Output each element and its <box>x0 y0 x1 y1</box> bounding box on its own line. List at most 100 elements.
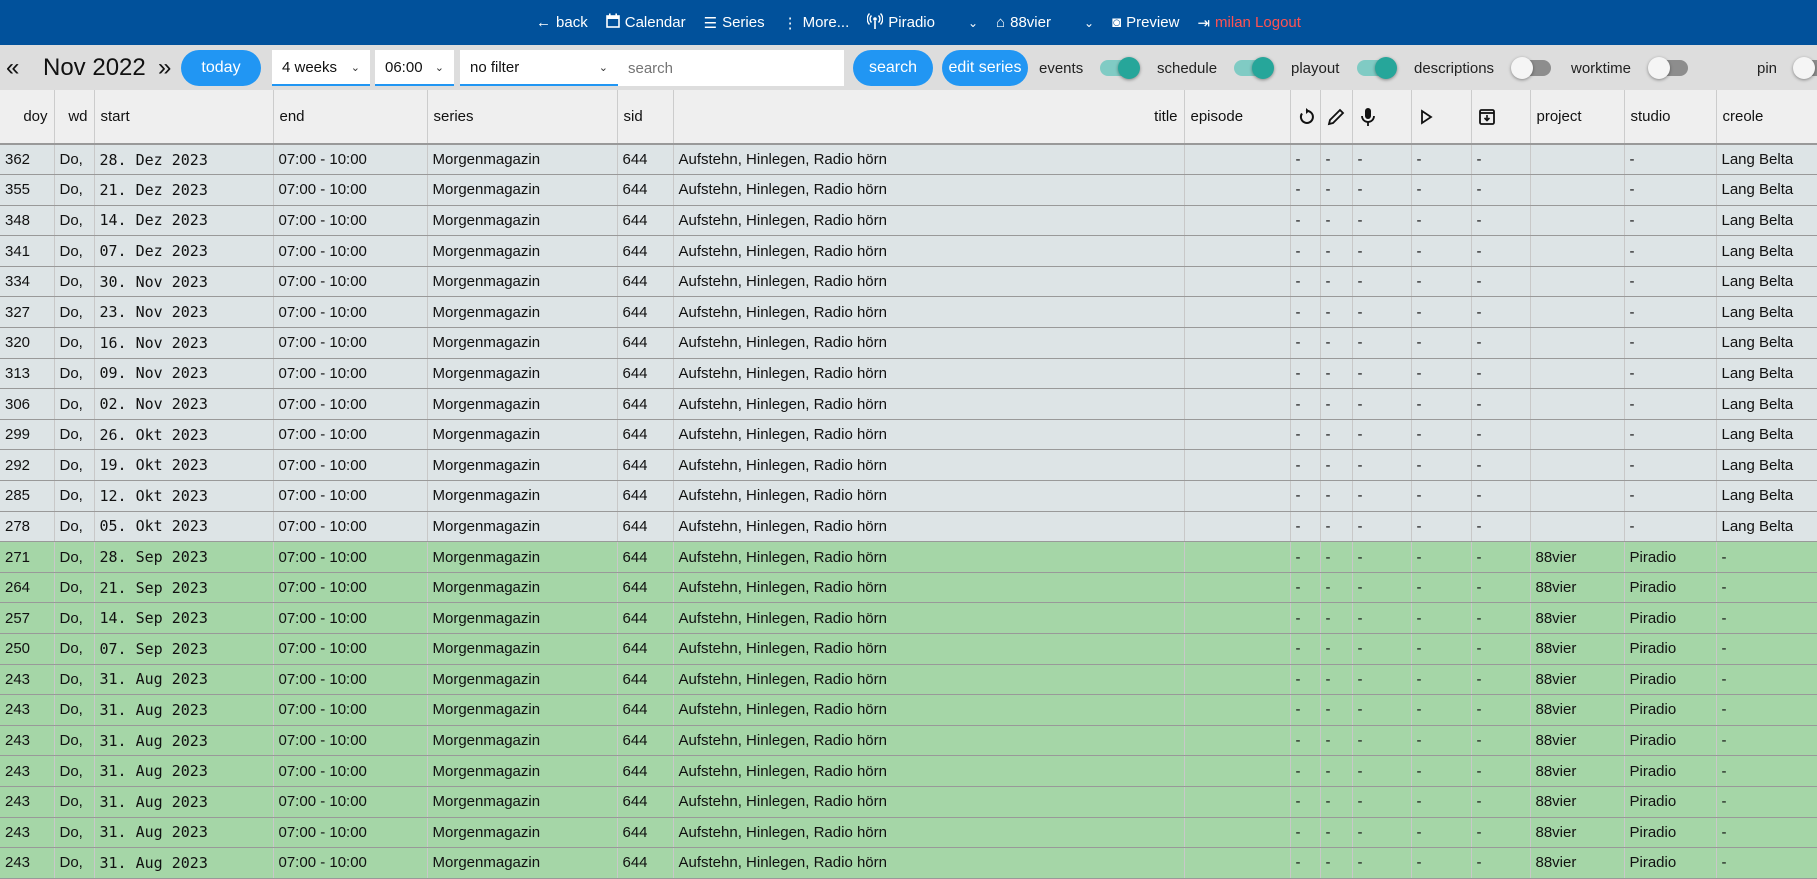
col-doy[interactable]: doy <box>0 90 55 145</box>
col-recording[interactable] <box>1352 90 1412 145</box>
cell-end: 07:00 - 10:00 <box>273 511 428 543</box>
more-menu[interactable]: ⋮ More... <box>782 14 850 32</box>
cell-series: Morgenmagazin <box>427 602 618 634</box>
preview-link[interactable]: ◙ Preview <box>1112 14 1180 31</box>
arrow-left-icon: ← <box>536 14 552 31</box>
table-row[interactable]: 257 Do, 14. Sep 2023 07:00 - 10:00 Morgenmag… <box>0 602 1817 634</box>
table-row[interactable]: 341 Do, 07. Dez 2023 07:00 - 10:00 Morgenmag… <box>0 235 1817 267</box>
table-row[interactable]: 278 Do, 05. Okt 2023 07:00 - 10:00 Morgenmag… <box>0 511 1817 543</box>
col-project[interactable]: project <box>1530 90 1625 145</box>
pin-toggle[interactable] <box>1793 57 1817 79</box>
cell-start: 21. Sep 2023 <box>94 572 274 604</box>
table-row[interactable]: 285 Do, 12. Okt 2023 07:00 - 10:00 Morgenmag… <box>0 480 1817 512</box>
cell-c-0: - <box>1290 327 1321 359</box>
col-episode[interactable]: episode <box>1184 90 1291 145</box>
col-playout[interactable] <box>1411 90 1472 145</box>
cell-c-4: - <box>1471 174 1531 206</box>
calendar-link[interactable]: Calendar <box>605 13 686 32</box>
prev-month-button[interactable]: « <box>6 54 20 81</box>
cell-sid: 644 <box>617 480 674 512</box>
cell-wd: Do, <box>54 296 95 329</box>
events-toggle[interactable] <box>1100 57 1140 79</box>
col-edit[interactable] <box>1320 90 1353 145</box>
cell-c-0: - <box>1290 388 1321 420</box>
table-row[interactable]: 299 Do, 26. Okt 2023 07:00 - 10:00 Morgenmag… <box>0 419 1817 451</box>
filter-select[interactable]: no filter ⌄ <box>460 50 618 86</box>
events-label: events <box>1039 59 1084 77</box>
table-row[interactable]: 327 Do, 23. Nov 2023 07:00 - 10:00 Morgenmag… <box>0 296 1817 329</box>
search-input[interactable] <box>618 50 844 86</box>
table-row[interactable]: 348 Do, 14. Dez 2023 07:00 - 10:00 Morgenmag… <box>0 205 1817 237</box>
table-row[interactable]: 243 Do, 31. Aug 2023 07:00 - 10:00 Morgenmag… <box>0 664 1817 696</box>
descriptions-toggle[interactable] <box>1511 57 1551 79</box>
col-creole[interactable]: creole <box>1716 90 1817 145</box>
cell-title: Aufstehn, Hinlegen, Radio hörn <box>673 755 1185 787</box>
cell-c-4: - <box>1471 144 1531 176</box>
table-row[interactable]: 243 Do, 31. Aug 2023 07:00 - 10:00 Morgenmag… <box>0 786 1817 818</box>
today-button[interactable]: today <box>181 50 261 86</box>
cell-end: 07:00 - 10:00 <box>273 725 428 757</box>
table-row[interactable]: 355 Do, 21. Dez 2023 07:00 - 10:00 Morgenmag… <box>0 174 1817 206</box>
logout-link[interactable]: ⇥ milan Logout <box>1197 14 1301 32</box>
table-row[interactable]: 243 Do, 31. Aug 2023 07:00 - 10:00 Morgenmag… <box>0 847 1817 879</box>
cell-c-1: - <box>1320 664 1353 696</box>
table-row[interactable]: 243 Do, 31. Aug 2023 07:00 - 10:00 Morgenmag… <box>0 725 1817 757</box>
table-row[interactable]: 243 Do, 31. Aug 2023 07:00 - 10:00 Morgenmag… <box>0 694 1817 726</box>
table-row[interactable]: 271 Do, 28. Sep 2023 07:00 - 10:00 Morgenmag… <box>0 541 1817 573</box>
cell-episode <box>1184 296 1291 329</box>
cell-start: 07. Dez 2023 <box>94 235 274 267</box>
descriptions-label: descriptions <box>1414 59 1495 77</box>
cell-studio: - <box>1624 480 1717 512</box>
series-link[interactable]: ☰ Series <box>703 14 765 32</box>
col-rerun[interactable] <box>1290 90 1321 145</box>
cell-creole: Lang Belta <box>1716 388 1817 420</box>
edit-series-button[interactable]: edit series <box>942 50 1028 86</box>
range-select[interactable]: 4 weeks ⌄ <box>272 50 370 86</box>
project-select[interactable]: ⌂ 88vier ⌄ <box>996 14 1095 31</box>
table-row[interactable]: 362 Do, 28. Dez 2023 07:00 - 10:00 Morgenmag… <box>0 144 1817 176</box>
cell-project <box>1530 205 1625 237</box>
next-month-button[interactable]: » <box>158 54 172 81</box>
cell-studio: - <box>1624 358 1717 390</box>
cell-c-3: - <box>1411 725 1472 757</box>
cell-studio: - <box>1624 296 1717 329</box>
cell-series: Morgenmagazin <box>427 388 618 420</box>
time-select[interactable]: 06:00 ⌄ <box>375 50 454 86</box>
cell-series: Morgenmagazin <box>427 480 618 512</box>
cell-c-1: - <box>1320 694 1353 726</box>
col-wd[interactable]: wd <box>54 90 95 145</box>
cell-c-2: - <box>1352 266 1412 298</box>
back-link[interactable]: ← back <box>536 14 588 31</box>
worktime-toggle[interactable] <box>1648 57 1688 79</box>
col-archive[interactable] <box>1471 90 1531 145</box>
col-title[interactable]: title <box>673 90 1185 145</box>
col-sid[interactable]: sid <box>617 90 674 145</box>
cell-title: Aufstehn, Hinlegen, Radio hörn <box>673 633 1185 665</box>
cell-c-1: - <box>1320 847 1353 879</box>
col-series[interactable]: series <box>427 90 618 145</box>
table-row[interactable]: 313 Do, 09. Nov 2023 07:00 - 10:00 Morgenmag… <box>0 358 1817 390</box>
search-button[interactable]: search <box>853 50 933 86</box>
cell-sid: 644 <box>617 449 674 482</box>
toolbar: « Nov 2022 » today 4 weeks ⌄ 06:00 ⌄ no fi… <box>0 45 1817 90</box>
col-start[interactable]: start <box>94 90 274 145</box>
worktime-label: worktime <box>1571 59 1632 77</box>
cell-episode <box>1184 847 1291 879</box>
schedule-toggle[interactable] <box>1234 57 1274 79</box>
studio-select[interactable]: Piradio ⌄ <box>866 12 978 33</box>
cell-c-2: - <box>1352 358 1412 390</box>
table-row[interactable]: 243 Do, 31. Aug 2023 07:00 - 10:00 Morgenmag… <box>0 755 1817 787</box>
table-row[interactable]: 250 Do, 07. Sep 2023 07:00 - 10:00 Morgenmag… <box>0 633 1817 665</box>
cell-project <box>1530 358 1625 390</box>
table-row[interactable]: 292 Do, 19. Okt 2023 07:00 - 10:00 Morgenmag… <box>0 449 1817 482</box>
playout-toggle[interactable] <box>1357 57 1397 79</box>
table-row[interactable]: 264 Do, 21. Sep 2023 07:00 - 10:00 Morgenmag… <box>0 572 1817 604</box>
col-studio[interactable]: studio <box>1624 90 1717 145</box>
table-row[interactable]: 306 Do, 02. Nov 2023 07:00 - 10:00 Morgenmag… <box>0 388 1817 420</box>
cell-c-0: - <box>1290 541 1321 573</box>
col-end[interactable]: end <box>273 90 428 145</box>
table-row[interactable]: 320 Do, 16. Nov 2023 07:00 - 10:00 Morgenmag… <box>0 327 1817 359</box>
table-row[interactable]: 334 Do, 30. Nov 2023 07:00 - 10:00 Morgenmag… <box>0 266 1817 298</box>
table-row[interactable]: 243 Do, 31. Aug 2023 07:00 - 10:00 Morgenmag… <box>0 817 1817 849</box>
cell-series: Morgenmagazin <box>427 633 618 665</box>
